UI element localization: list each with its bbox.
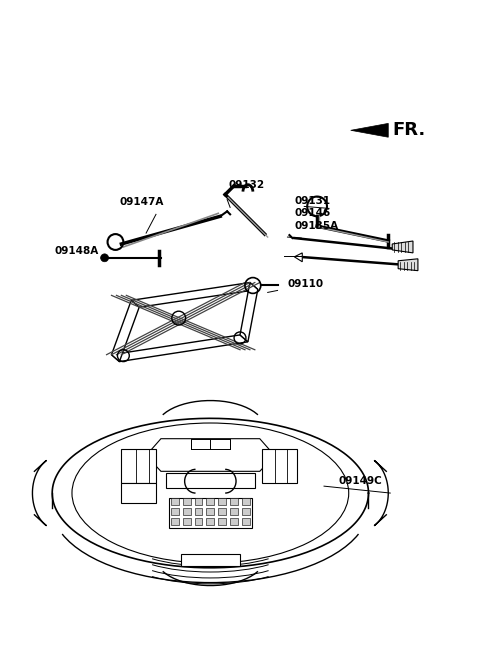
Polygon shape [351,123,388,138]
Polygon shape [191,439,230,449]
Polygon shape [206,517,214,525]
Polygon shape [171,508,179,515]
Text: 09135A: 09135A [294,221,338,231]
Polygon shape [294,253,302,262]
Polygon shape [169,498,252,528]
Polygon shape [392,241,413,253]
Polygon shape [218,508,226,515]
Polygon shape [230,498,238,505]
Text: 09131: 09131 [294,196,331,206]
Polygon shape [194,517,203,525]
Ellipse shape [74,426,347,561]
Polygon shape [262,449,297,483]
Polygon shape [131,282,258,307]
Text: 09148A: 09148A [54,246,98,256]
Polygon shape [111,335,248,362]
Polygon shape [171,517,179,525]
Polygon shape [218,498,226,505]
Polygon shape [206,498,214,505]
Polygon shape [398,259,418,271]
Text: 09132: 09132 [228,179,264,190]
Polygon shape [242,517,250,525]
Polygon shape [242,498,250,505]
Text: FR.: FR. [392,121,425,140]
Text: 09110: 09110 [288,278,324,288]
Polygon shape [183,498,191,505]
Text: 09147A: 09147A [120,197,164,208]
Polygon shape [146,439,275,472]
Polygon shape [206,508,214,515]
Polygon shape [183,508,191,515]
Polygon shape [242,508,250,515]
Text: 09149C: 09149C [339,476,383,486]
Polygon shape [180,554,240,566]
Polygon shape [194,508,203,515]
Polygon shape [171,498,179,505]
Polygon shape [121,449,156,483]
Polygon shape [121,483,156,503]
Polygon shape [111,301,139,362]
Polygon shape [218,517,226,525]
Circle shape [101,254,108,262]
Polygon shape [230,508,238,515]
Text: 09146: 09146 [294,208,331,218]
Polygon shape [240,282,258,342]
Polygon shape [230,517,238,525]
Polygon shape [166,474,255,488]
Polygon shape [183,517,191,525]
Polygon shape [194,498,203,505]
